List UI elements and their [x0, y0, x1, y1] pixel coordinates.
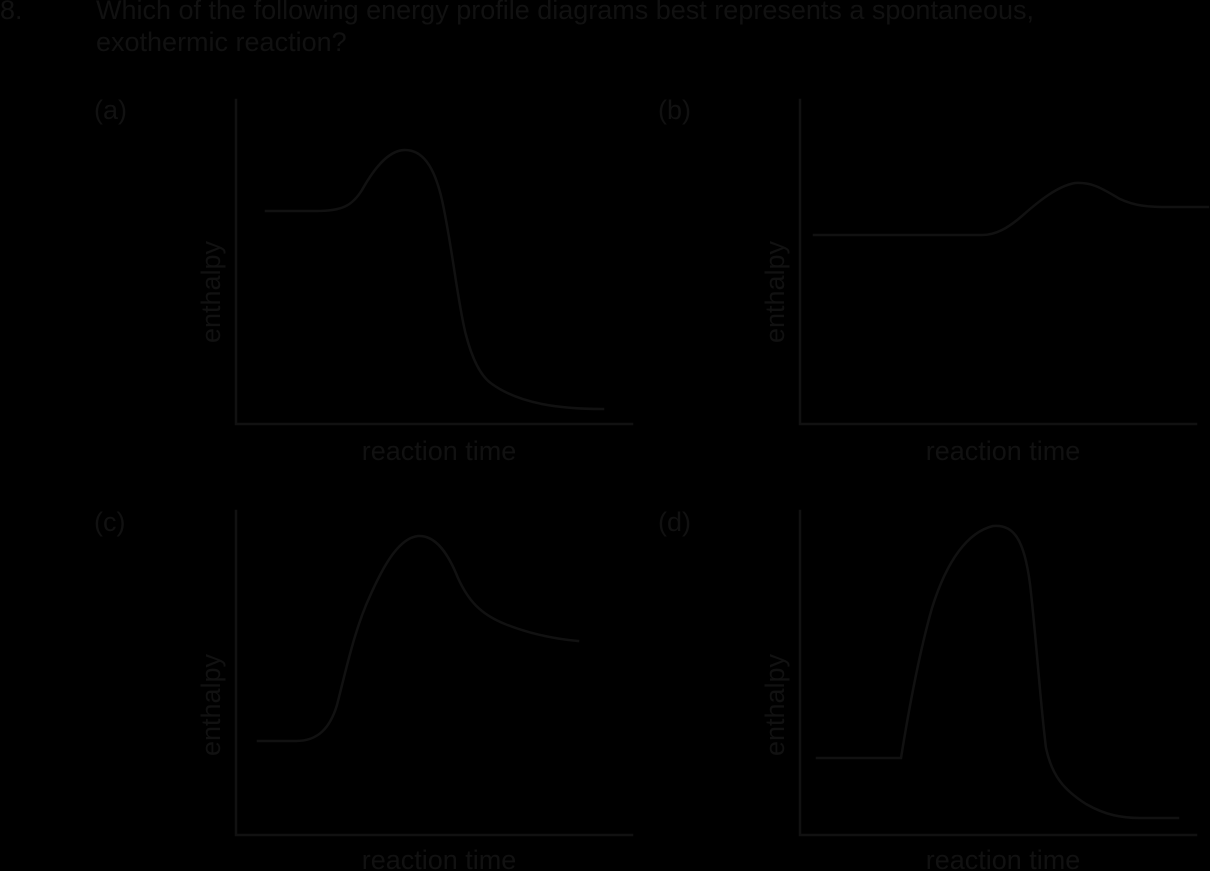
panel-d-axes — [798, 509, 1198, 837]
panel-c-axes — [234, 509, 634, 837]
panel-c-y-axis-label: enthalpy — [196, 653, 226, 756]
panel-b — [798, 98, 1210, 426]
panel-d-label: (d) — [658, 507, 691, 537]
panel-a-axes — [234, 98, 634, 426]
panel-b-label: (b) — [658, 95, 691, 125]
panel-c-label: (c) — [94, 507, 126, 537]
panel-b-y-axis-label: enthalpy — [760, 240, 790, 343]
panel-b-x-axis-label: reaction time — [926, 436, 1081, 466]
panel-d — [798, 509, 1198, 837]
question-line-1: Which of the following energy profile di… — [96, 0, 1035, 25]
panel-a-y-axis-label: enthalpy — [196, 240, 226, 343]
panel-b-energy-curve — [812, 181, 1210, 237]
panel-a — [234, 98, 634, 426]
panel-a-label: (a) — [94, 95, 127, 125]
panel-c-energy-curve — [256, 534, 580, 743]
panel-c-x-axis-label: reaction time — [362, 845, 517, 871]
panel-a-energy-curve — [264, 148, 605, 411]
question-line-2: exothermic reaction? — [96, 27, 347, 57]
panel-c — [234, 509, 634, 837]
panel-d-x-axis-label: reaction time — [926, 845, 1081, 871]
panel-d-energy-curve — [815, 524, 1180, 820]
question-number: 8. — [0, 0, 23, 25]
panel-b-axes — [798, 98, 1198, 426]
panel-a-x-axis-label: reaction time — [362, 436, 517, 466]
panel-d-y-axis-label: enthalpy — [760, 653, 790, 756]
question-text: Which of the following energy profile di… — [96, 0, 1196, 58]
